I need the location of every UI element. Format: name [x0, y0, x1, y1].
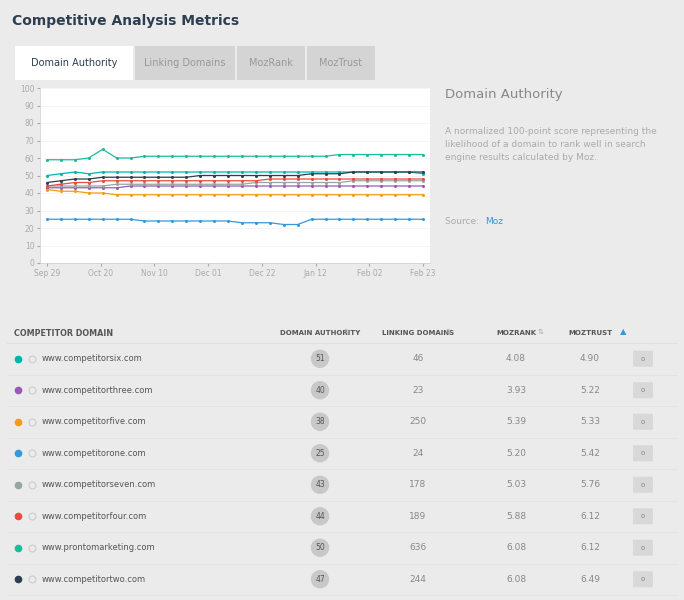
Text: LINKING DOMAINS: LINKING DOMAINS: [382, 330, 454, 336]
Text: Competitive Analysis Metrics: Competitive Analysis Metrics: [12, 14, 239, 28]
FancyBboxPatch shape: [15, 46, 133, 80]
FancyBboxPatch shape: [633, 351, 653, 367]
Text: 5.76: 5.76: [580, 480, 600, 489]
FancyBboxPatch shape: [135, 46, 235, 80]
Text: 23: 23: [412, 386, 423, 395]
Text: 5.39: 5.39: [506, 417, 526, 426]
Circle shape: [311, 539, 328, 556]
Text: 4.90: 4.90: [580, 354, 600, 363]
FancyBboxPatch shape: [307, 46, 375, 80]
Text: o: o: [641, 450, 645, 456]
Text: 636: 636: [410, 543, 427, 552]
Text: ⇅: ⇅: [538, 329, 544, 335]
Circle shape: [311, 382, 328, 399]
Text: 24: 24: [412, 449, 423, 458]
Text: MOZRANK: MOZRANK: [496, 330, 536, 336]
Text: 46: 46: [412, 354, 423, 363]
Text: A normalized 100-point score representing the
likelihood of a domain to rank wel: A normalized 100-point score representin…: [445, 127, 657, 162]
Circle shape: [311, 350, 328, 367]
FancyBboxPatch shape: [633, 445, 653, 461]
FancyBboxPatch shape: [237, 46, 305, 80]
Text: www.competitorfour.com: www.competitorfour.com: [42, 512, 147, 521]
Text: 6.49: 6.49: [580, 575, 600, 584]
Text: 38: 38: [315, 417, 325, 426]
Text: 189: 189: [410, 512, 427, 521]
Text: 40: 40: [315, 386, 325, 395]
Text: 250: 250: [410, 417, 427, 426]
Text: 5.42: 5.42: [580, 449, 600, 458]
Text: 51: 51: [315, 354, 325, 363]
Text: 50: 50: [315, 543, 325, 552]
Text: COMPETITOR DOMAIN: COMPETITOR DOMAIN: [14, 329, 113, 337]
FancyBboxPatch shape: [633, 508, 653, 524]
Text: o: o: [641, 513, 645, 519]
Text: Linking Domains: Linking Domains: [144, 58, 226, 68]
Text: 5.33: 5.33: [580, 417, 600, 426]
Text: MOZTRUST: MOZTRUST: [568, 330, 612, 336]
Text: o: o: [641, 356, 645, 362]
Text: o: o: [641, 387, 645, 393]
Text: www.prontomarketing.com: www.prontomarketing.com: [42, 543, 156, 552]
Text: MozTrust: MozTrust: [319, 58, 363, 68]
Text: o: o: [641, 419, 645, 425]
Text: www.competitorfive.com: www.competitorfive.com: [42, 417, 146, 426]
Text: 178: 178: [410, 480, 427, 489]
Text: 5.20: 5.20: [506, 449, 526, 458]
Text: ⇅: ⇅: [446, 329, 452, 335]
Text: 5.88: 5.88: [506, 512, 526, 521]
FancyBboxPatch shape: [633, 477, 653, 493]
Text: www.competitorone.com: www.competitorone.com: [42, 449, 146, 458]
Text: 6.12: 6.12: [580, 543, 600, 552]
Text: www.competitorthree.com: www.competitorthree.com: [42, 386, 153, 395]
Text: ▲: ▲: [620, 328, 627, 337]
Text: 43: 43: [315, 480, 325, 489]
Text: Source:: Source:: [445, 217, 482, 226]
Text: o: o: [641, 545, 645, 551]
Text: 47: 47: [315, 575, 325, 584]
Text: 5.22: 5.22: [580, 386, 600, 395]
Text: 25: 25: [315, 449, 325, 458]
Text: 6.12: 6.12: [580, 512, 600, 521]
Text: 244: 244: [410, 575, 426, 584]
Circle shape: [311, 508, 328, 525]
Text: o: o: [641, 482, 645, 488]
Text: o: o: [641, 576, 645, 582]
Text: Domain Authority: Domain Authority: [31, 58, 117, 68]
Text: 5.03: 5.03: [506, 480, 526, 489]
Text: ⇅: ⇅: [344, 329, 350, 335]
Text: DOMAIN AUTHORITY: DOMAIN AUTHORITY: [280, 330, 360, 336]
Text: Moz: Moz: [485, 217, 503, 226]
FancyBboxPatch shape: [633, 571, 653, 587]
Text: 4.08: 4.08: [506, 354, 526, 363]
Text: www.competitortwo.com: www.competitortwo.com: [42, 575, 146, 584]
Text: www.competitorseven.com: www.competitorseven.com: [42, 480, 156, 489]
Text: MozRank: MozRank: [249, 58, 293, 68]
Text: www.competitorsix.com: www.competitorsix.com: [42, 354, 143, 363]
FancyBboxPatch shape: [633, 382, 653, 398]
FancyBboxPatch shape: [633, 414, 653, 430]
FancyBboxPatch shape: [633, 540, 653, 556]
Text: 44: 44: [315, 512, 325, 521]
Circle shape: [311, 413, 328, 430]
Circle shape: [311, 476, 328, 493]
Text: 6.08: 6.08: [506, 543, 526, 552]
Circle shape: [311, 571, 328, 588]
Text: Domain Authority: Domain Authority: [445, 88, 563, 101]
Text: 6.08: 6.08: [506, 575, 526, 584]
Circle shape: [311, 445, 328, 462]
Text: 3.93: 3.93: [506, 386, 526, 395]
